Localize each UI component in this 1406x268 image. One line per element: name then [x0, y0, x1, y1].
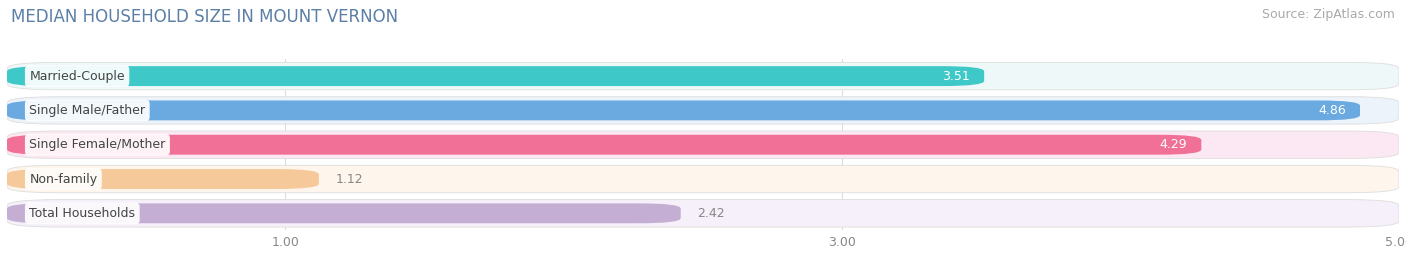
FancyBboxPatch shape	[7, 62, 1399, 90]
Text: 1.12: 1.12	[336, 173, 363, 185]
FancyBboxPatch shape	[7, 100, 1360, 120]
FancyBboxPatch shape	[7, 131, 1399, 158]
Text: Single Male/Father: Single Male/Father	[30, 104, 145, 117]
Text: Single Female/Mother: Single Female/Mother	[30, 138, 166, 151]
FancyBboxPatch shape	[7, 97, 1399, 124]
Text: 4.86: 4.86	[1319, 104, 1346, 117]
FancyBboxPatch shape	[7, 66, 984, 86]
Text: Married-Couple: Married-Couple	[30, 70, 125, 83]
Text: MEDIAN HOUSEHOLD SIZE IN MOUNT VERNON: MEDIAN HOUSEHOLD SIZE IN MOUNT VERNON	[11, 8, 398, 26]
Text: 4.29: 4.29	[1160, 138, 1188, 151]
Text: Non-family: Non-family	[30, 173, 97, 185]
FancyBboxPatch shape	[7, 200, 1399, 227]
FancyBboxPatch shape	[7, 165, 1399, 193]
FancyBboxPatch shape	[7, 135, 1201, 155]
Text: 3.51: 3.51	[942, 70, 970, 83]
Text: Total Households: Total Households	[30, 207, 135, 220]
FancyBboxPatch shape	[7, 203, 681, 223]
Text: 2.42: 2.42	[697, 207, 725, 220]
Text: Source: ZipAtlas.com: Source: ZipAtlas.com	[1261, 8, 1395, 21]
FancyBboxPatch shape	[7, 169, 319, 189]
